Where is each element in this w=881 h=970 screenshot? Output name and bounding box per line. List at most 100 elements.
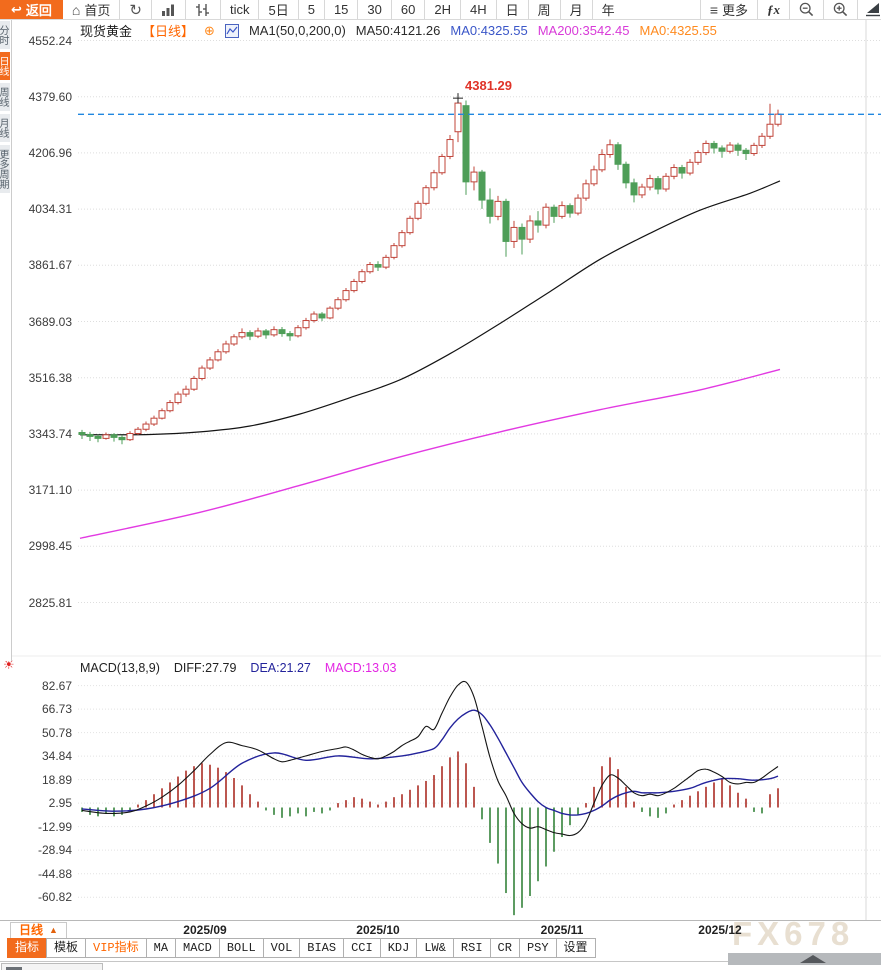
tab-bias[interactable]: BIAS bbox=[299, 938, 345, 958]
tab-template[interactable]: 模板 bbox=[46, 938, 87, 958]
svg-text:4381.29: 4381.29 bbox=[465, 78, 512, 93]
indicator-alert-icon[interactable]: ☀ bbox=[3, 657, 15, 672]
ohlc-chart-icon bbox=[195, 3, 209, 16]
indicator-tabs: 指标 模板 VIP指标 MA MACD BOLL VOL BIAS CCI KD… bbox=[7, 938, 596, 958]
period-dropdown-label: 日线 bbox=[19, 923, 44, 937]
tab-vip-indicator[interactable]: VIP指标 bbox=[85, 938, 147, 958]
macd-legend: MACD(13,8,9) DIFF:27.79 DEA:21.27 MACD:1… bbox=[80, 661, 396, 675]
tab-kdj[interactable]: KDJ bbox=[379, 938, 418, 958]
ma50-value: MA50:4121.26 bbox=[355, 23, 441, 38]
price-axis-tick: 3516.38 bbox=[28, 370, 72, 385]
tab-cr[interactable]: CR bbox=[489, 938, 520, 958]
macd-value: MACD:13.03 bbox=[324, 661, 397, 675]
x-axis-row: 日线 ▲ 2025/09 2025/10 2025/11 2025/12 bbox=[0, 920, 881, 939]
left-tab-0[interactable]: 分时 bbox=[0, 21, 10, 49]
ma0-blue-value: MA0:4325.55 bbox=[450, 23, 528, 38]
period-60m-button[interactable]: 60 bbox=[390, 0, 424, 19]
x-axis-label: 2025/11 bbox=[540, 923, 584, 937]
period-day-button[interactable]: 日 bbox=[495, 0, 528, 19]
refresh-icon: ↻ bbox=[129, 1, 142, 19]
more-button[interactable]: ≡ 更多 bbox=[699, 0, 757, 19]
left-tab-1-active[interactable]: 日线 bbox=[0, 52, 10, 80]
top-toolbar: ↩ 返回 ⌂ 首页 ↻ tick 5日 5 15 30 60 2H 4H 日 周… bbox=[0, 0, 881, 20]
macd-axis-tick: -60.82 bbox=[37, 890, 72, 905]
zoom-in-icon bbox=[833, 2, 848, 17]
x-axis-label: 2025/10 bbox=[356, 923, 400, 937]
scrollbar-expand-icon bbox=[800, 955, 826, 963]
back-button[interactable]: ↩ 返回 bbox=[0, 0, 63, 19]
price-axis-tick: 4552.24 bbox=[28, 33, 72, 48]
tab-indicator[interactable]: 指标 bbox=[7, 938, 48, 958]
horizontal-scrollbar[interactable] bbox=[728, 953, 881, 965]
zoom-out-icon bbox=[799, 2, 814, 17]
period-5m-button[interactable]: 5 bbox=[297, 0, 324, 19]
price-axis-tick: 3343.74 bbox=[28, 426, 72, 441]
drawing-tool-button[interactable] bbox=[857, 0, 881, 19]
price-axis-tick: 4034.31 bbox=[28, 202, 72, 217]
price-chart-canvas[interactable]: 4381.29 bbox=[0, 19, 881, 920]
price-axis-tick: 4206.96 bbox=[28, 145, 72, 160]
period-week-button[interactable]: 周 bbox=[527, 0, 560, 19]
formula-fx-button[interactable]: ƒx bbox=[757, 0, 789, 19]
price-axis-tick: 3171.10 bbox=[28, 483, 72, 498]
bottom-partial-glyph bbox=[6, 967, 22, 970]
left-tab-3[interactable]: 月线 bbox=[0, 114, 10, 142]
macd-axis-tick: -44.88 bbox=[37, 866, 72, 881]
tab-vol[interactable]: VOL bbox=[262, 938, 301, 958]
price-axis-tick: 2825.81 bbox=[28, 595, 72, 610]
ma-settings-label: MA1(50,0,200,0) bbox=[248, 23, 346, 38]
bottom-partial-button[interactable] bbox=[1, 963, 103, 970]
zoom-in-button[interactable] bbox=[823, 0, 857, 19]
main-chart-legend: 现货黄金 【日线】 ⊕ MA1(50,0,200,0) MA50:4121.26… bbox=[80, 21, 717, 40]
period-2h-button[interactable]: 2H bbox=[424, 0, 460, 19]
left-tab-4[interactable]: 更多周期 bbox=[0, 145, 10, 193]
price-axis-tick: 3861.67 bbox=[28, 258, 72, 273]
bottom-partial-row bbox=[0, 961, 881, 970]
tab-cci[interactable]: CCI bbox=[343, 938, 381, 958]
period-month-button[interactable]: 月 bbox=[559, 0, 592, 19]
macd-axis-tick: 50.78 bbox=[41, 725, 72, 740]
zoom-out-button[interactable] bbox=[789, 0, 823, 19]
tab-settings[interactable]: 设置 bbox=[555, 938, 596, 958]
refresh-button[interactable]: ↻ bbox=[119, 0, 151, 19]
ohlc-style-button[interactable] bbox=[184, 0, 220, 19]
left-tab-2[interactable]: 周线 bbox=[0, 83, 10, 111]
home-icon: ⌂ bbox=[71, 1, 81, 18]
ma0-orange-value: MA0:4325.55 bbox=[639, 23, 717, 38]
x-axis-label: 2025/12 bbox=[698, 923, 742, 937]
period-4h-button[interactable]: 4H bbox=[459, 0, 496, 19]
add-favorite-icon[interactable]: ⊕ bbox=[204, 22, 215, 38]
tab-ma[interactable]: MA bbox=[145, 938, 177, 958]
tab-lw[interactable]: LW& bbox=[416, 938, 454, 958]
bar-chart-style-button[interactable] bbox=[150, 0, 185, 19]
macd-axis-tick: 2.95 bbox=[48, 796, 72, 811]
macd-axis-tick: -12.99 bbox=[37, 819, 72, 834]
macd-axis-tick: 18.89 bbox=[41, 772, 72, 787]
price-axis-tick: 2998.45 bbox=[28, 539, 72, 554]
mini-chart-icon bbox=[224, 23, 239, 38]
home-button[interactable]: ⌂ 首页 bbox=[63, 0, 119, 19]
tab-macd[interactable]: MACD bbox=[175, 938, 220, 958]
dea-value: DEA:21.27 bbox=[250, 661, 311, 675]
price-axis-tick: 3689.03 bbox=[28, 314, 72, 329]
tab-boll[interactable]: BOLL bbox=[218, 938, 264, 958]
macd-axis-tick: 34.84 bbox=[41, 749, 72, 764]
period-tag: 【日线】 bbox=[142, 24, 195, 39]
period-dropdown-button[interactable]: 日线 ▲ bbox=[10, 922, 67, 939]
menu-icon: ≡ bbox=[709, 1, 718, 18]
left-period-tabs: 分时 日线 周线 月线 更多周期 bbox=[0, 19, 12, 661]
macd-axis-tick: 66.73 bbox=[41, 702, 72, 717]
triangle-tool-icon bbox=[866, 3, 880, 17]
instrument-title: 现货黄金 bbox=[80, 24, 133, 39]
macd-axis-tick: 82.67 bbox=[41, 678, 72, 693]
home-label: 首页 bbox=[84, 3, 111, 18]
period-15m-button[interactable]: 15 bbox=[323, 0, 357, 19]
period-year-button[interactable]: 年 bbox=[591, 0, 624, 19]
tab-rsi[interactable]: RSI bbox=[452, 938, 491, 958]
period-tick-button[interactable]: tick bbox=[219, 0, 259, 19]
watermark: FX678 bbox=[732, 915, 855, 952]
period-5d-button[interactable]: 5日 bbox=[258, 0, 297, 19]
period-30m-button[interactable]: 30 bbox=[357, 0, 390, 19]
tab-psy[interactable]: PSY bbox=[518, 938, 557, 958]
